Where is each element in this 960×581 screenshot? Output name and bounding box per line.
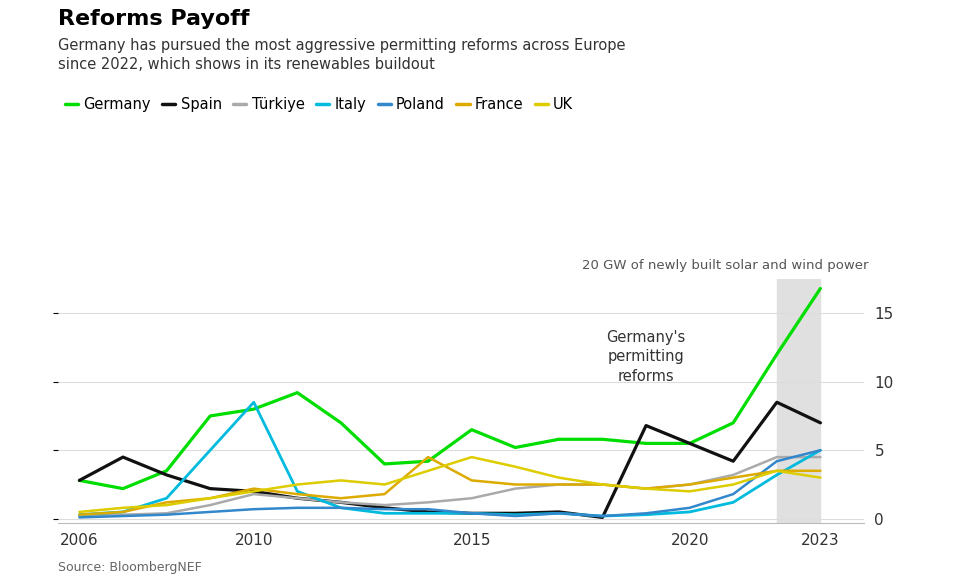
Legend: Germany, Spain, Türkiye, Italy, Poland, France, UK: Germany, Spain, Türkiye, Italy, Poland, … (65, 98, 573, 112)
Text: 20 GW of newly built solar and wind power: 20 GW of newly built solar and wind powe… (583, 259, 869, 271)
Text: Reforms Payoff: Reforms Payoff (58, 9, 249, 28)
Text: Germany's
permitting
reforms: Germany's permitting reforms (607, 329, 685, 384)
Text: Germany has pursued the most aggressive permitting reforms across Europe
since 2: Germany has pursued the most aggressive … (58, 38, 625, 72)
Text: Source: BloombergNEF: Source: BloombergNEF (58, 561, 202, 574)
Bar (777, 279, 821, 523)
